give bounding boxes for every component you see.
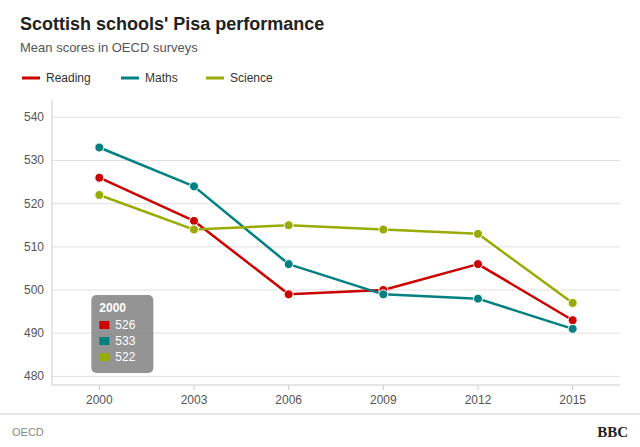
x-tick [383, 385, 384, 390]
legend-label: Reading [46, 71, 91, 85]
y-tick-label: 530 [24, 153, 44, 167]
legend-swatch [206, 77, 224, 80]
series-marker [95, 173, 104, 182]
grid-line [52, 160, 620, 161]
grid-line [52, 117, 620, 118]
series-marker [568, 316, 577, 325]
series-marker [190, 216, 199, 225]
legend: Reading Maths Science [22, 71, 273, 85]
legend-label: Science [230, 71, 273, 85]
grid-line [52, 376, 620, 377]
y-grid: 480 490 500 510 520 530 540 [24, 110, 620, 383]
grid-line [52, 290, 620, 291]
title: Scottish schools' Pisa performance [20, 14, 324, 34]
y-tick-label: 520 [24, 197, 44, 211]
x-tick-label: 2006 [275, 393, 302, 407]
series-marker [474, 294, 483, 303]
series-marker [95, 143, 104, 152]
subtitle: Mean scores in OECD surveys [20, 40, 198, 55]
legend-swatch [22, 77, 40, 80]
series-marker [190, 182, 199, 191]
x-tick [99, 385, 100, 390]
y-axis-line [52, 100, 53, 385]
x-tick [478, 385, 479, 390]
x-tick-label: 2000 [86, 393, 113, 407]
tooltip-swatch [99, 321, 109, 329]
x-tick [288, 385, 289, 390]
series-marker [379, 225, 388, 234]
series-marker [474, 260, 483, 269]
x-tick [572, 385, 573, 390]
chart: Scottish schools' Pisa performance Mean s… [0, 0, 640, 447]
grid-line [52, 246, 620, 247]
x-axis-line [52, 385, 620, 386]
y-tick-label: 500 [24, 283, 44, 297]
tooltip-value: 533 [115, 334, 135, 348]
tooltip-swatch [99, 337, 109, 345]
series-marker [379, 290, 388, 299]
tooltip-box [91, 295, 153, 373]
x-tick-label: 2003 [181, 393, 208, 407]
x-tick [194, 385, 195, 390]
series-line [99, 178, 572, 321]
x-axis: 2000 2003 2006 2009 2012 2015 [86, 385, 586, 407]
tooltip: 2000 526 533 522 [91, 295, 153, 373]
tooltip-value: 522 [115, 350, 135, 364]
x-tick-label: 2012 [465, 393, 492, 407]
series-marker [474, 229, 483, 238]
grid-line [52, 203, 620, 204]
series-marker [284, 221, 293, 230]
source-label: OECD [12, 426, 44, 438]
brand-label: BBC [597, 424, 628, 440]
plot-data [95, 143, 577, 333]
tooltip-value: 526 [115, 318, 135, 332]
legend-swatch [121, 77, 139, 80]
series-marker [95, 191, 104, 200]
legend-label: Maths [145, 71, 178, 85]
tooltip-title: 2000 [99, 301, 126, 315]
y-tick-label: 480 [24, 369, 44, 383]
y-tick-label: 540 [24, 110, 44, 124]
series-marker [190, 225, 199, 234]
series-marker [568, 324, 577, 333]
footer-rule [0, 414, 640, 415]
tooltip-swatch [99, 353, 109, 361]
series-marker [284, 290, 293, 299]
series-line [99, 195, 572, 303]
y-tick-label: 510 [24, 240, 44, 254]
x-tick-label: 2009 [370, 393, 397, 407]
series-marker [284, 260, 293, 269]
series-line [99, 148, 572, 329]
y-tick-label: 490 [24, 326, 44, 340]
series-marker [568, 298, 577, 307]
x-tick-label: 2015 [559, 393, 586, 407]
